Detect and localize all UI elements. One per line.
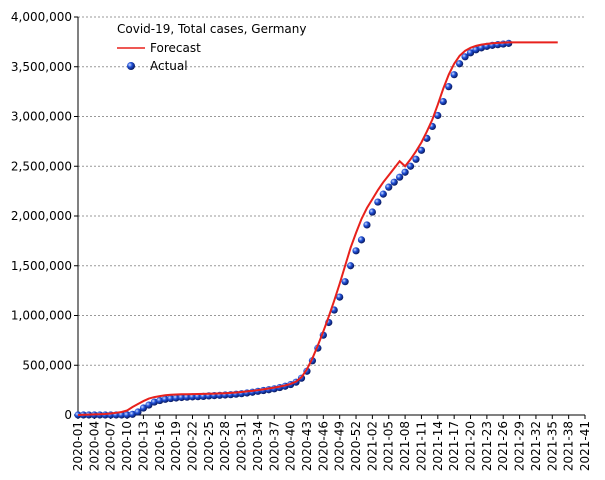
legend-swatch [127, 62, 135, 70]
actual-point [368, 208, 376, 216]
actual-point [167, 394, 175, 403]
x-tick-label: 2021-11 [414, 421, 428, 471]
actual-point [412, 155, 420, 163]
actual-point [450, 71, 458, 79]
actual-point [177, 393, 186, 402]
x-tick-label: 2020-40 [284, 421, 298, 471]
x-tick-label: 2021-26 [496, 421, 510, 471]
actual-point [139, 404, 148, 412]
x-tick-label: 2020-19 [169, 421, 183, 471]
actual-point [123, 411, 131, 419]
y-tick-label: 1,500,000 [11, 259, 72, 273]
y-tick-label: 3,500,000 [11, 60, 72, 74]
actual-point [357, 236, 366, 244]
x-tick-label: 2020-10 [120, 421, 134, 471]
x-tick-label: 2020-01 [71, 421, 85, 471]
y-tick-label: 1,000,000 [11, 309, 72, 323]
x-tick-label: 2021-17 [447, 421, 461, 471]
actual-point [385, 183, 393, 191]
x-tick-label: 2020-13 [136, 421, 150, 471]
y-tick-label: 3,000,000 [11, 110, 72, 124]
x-tick-label: 2020-16 [153, 421, 167, 471]
x-tick-label: 2020-46 [316, 421, 330, 471]
x-tick-label: 2021-23 [480, 421, 494, 471]
x-tick-label: 2020-04 [87, 421, 101, 471]
actual-point [374, 198, 382, 206]
actual-point [445, 83, 453, 91]
x-tick-label: 2020-22 [185, 421, 199, 471]
actual-point [352, 247, 360, 255]
actual-point [417, 146, 426, 154]
y-tick-label: 500,000 [22, 358, 72, 372]
actual-point [456, 60, 464, 68]
legend-label: Forecast [150, 41, 201, 55]
x-tick-label: 2021-35 [545, 421, 559, 471]
actual-point [434, 111, 442, 120]
y-tick-label: 4,000,000 [11, 10, 72, 24]
actual-point [406, 162, 415, 170]
y-tick-label: 2,000,000 [11, 209, 72, 223]
actual-point [172, 394, 180, 402]
x-tick-label: 2020-43 [300, 421, 314, 471]
forecast-line [77, 41, 558, 416]
actual-point [396, 173, 404, 181]
x-tick-label: 2020-52 [349, 421, 363, 471]
x-tick-label: 2021-08 [398, 421, 412, 471]
actual-point [401, 168, 409, 176]
x-tick-label: 2020-37 [267, 421, 281, 471]
actual-point [379, 190, 387, 198]
x-tick-label: 2020-49 [333, 421, 347, 471]
legend-title: Covid-19, Total cases, Germany [117, 22, 306, 36]
legend-label: Actual [150, 59, 188, 73]
x-tick-label: 2021-29 [513, 421, 527, 471]
actual-point [439, 97, 447, 106]
actual-point [156, 396, 164, 405]
x-tick-label: 2020-07 [104, 421, 118, 471]
x-tick-label: 2021-05 [382, 421, 396, 471]
x-tick-label: 2021-41 [578, 421, 592, 471]
x-tick-label: 2020-25 [202, 421, 216, 471]
actual-point [363, 221, 371, 229]
x-tick-label: 2021-38 [562, 421, 576, 471]
x-tick-label: 2020-34 [251, 421, 265, 471]
actual-point [461, 53, 469, 61]
actual-point [150, 398, 158, 406]
actual-point [161, 395, 169, 403]
actual-point [336, 293, 344, 301]
actual-point [134, 408, 142, 416]
x-tick-label: 2021-14 [431, 421, 445, 471]
y-tick-label: 2,500,000 [11, 159, 72, 173]
actual-point [183, 393, 191, 401]
x-tick-label: 2021-02 [365, 421, 379, 471]
actual-point [341, 278, 349, 286]
x-tick-label: 2020-31 [235, 421, 249, 471]
actual-point [472, 46, 480, 54]
actual-point [346, 262, 355, 270]
actual-point [466, 49, 475, 57]
actual-point [390, 178, 398, 186]
actual-point [128, 410, 137, 418]
x-tick-label: 2021-32 [529, 421, 543, 471]
x-tick-label: 2021-20 [464, 421, 478, 471]
x-tick-label: 2020-28 [218, 421, 232, 471]
y-tick-label: 0 [64, 408, 72, 422]
actual-point [145, 401, 153, 409]
